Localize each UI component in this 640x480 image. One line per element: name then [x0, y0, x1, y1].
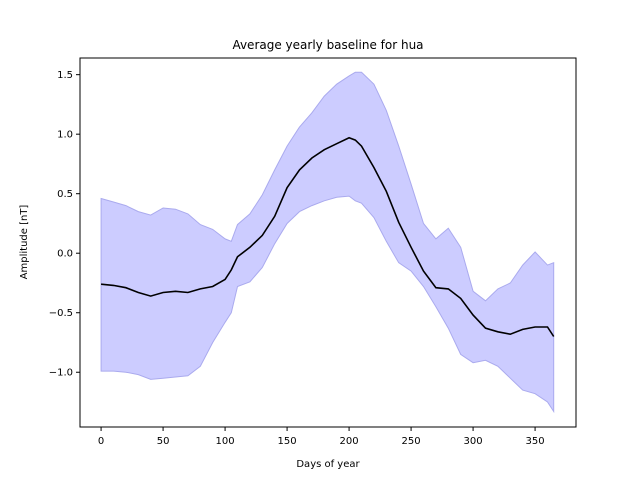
x-axis: 0 50 100 150 200 250 300 350 — [98, 427, 545, 447]
series-line — [101, 136, 555, 337]
plot-frame — [79, 57, 577, 428]
x-tick-label: 150 — [278, 436, 297, 447]
chart-title: Average yearly baseline for hua — [232, 38, 423, 52]
y-tick-label: 0.5 — [57, 189, 73, 200]
x-tick-label: 0 — [98, 436, 104, 447]
x-axis-label: Days of year — [296, 459, 360, 470]
x-tick-label: 200 — [340, 436, 359, 447]
confidence-band — [100, 71, 555, 414]
y-tick-label: 0.0 — [57, 249, 73, 260]
y-axis-label: Amplitude [nT] — [19, 205, 30, 280]
y-axis: −1.0 −0.5 0.0 0.5 1.0 1.5 — [49, 70, 80, 379]
y-tick-label: −0.5 — [49, 308, 73, 319]
y-tick-label: 1.0 — [57, 130, 73, 141]
x-tick-label: 250 — [402, 436, 421, 447]
y-tick-label: 1.5 — [57, 70, 73, 81]
y-tick-label: −1.0 — [49, 368, 73, 379]
x-tick-label: 50 — [157, 436, 170, 447]
plot-area — [100, 71, 555, 414]
x-tick-label: 100 — [216, 436, 235, 447]
x-tick-label: 350 — [526, 436, 545, 447]
x-tick-label: 300 — [464, 436, 483, 447]
